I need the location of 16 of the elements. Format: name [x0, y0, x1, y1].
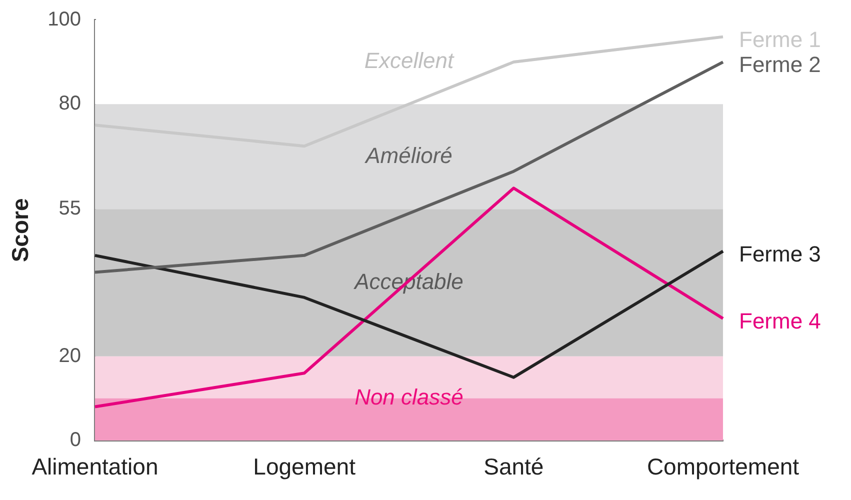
series-label: Ferme 3	[739, 241, 821, 266]
x-tick-label: Santé	[484, 454, 544, 480]
y-tick-label: 20	[58, 344, 81, 367]
y-tick-label: 0	[70, 428, 81, 451]
y-axis-title: Score	[7, 198, 34, 262]
series-label: Ferme 4	[739, 308, 821, 334]
x-tick-label: Alimentation	[32, 454, 158, 480]
y-tick-label: 80	[58, 92, 81, 115]
band-label: Non classé	[354, 384, 464, 410]
x-tick-label: Logement	[253, 454, 356, 480]
x-tick-label: Comportement	[646, 454, 800, 480]
series-label: Ferme 2	[739, 52, 821, 78]
y-tick-label: 100	[48, 8, 81, 31]
band-label: Amélioré	[364, 142, 452, 168]
y-tick-label: 55	[58, 198, 81, 220]
band-label: Excellent	[364, 48, 454, 74]
